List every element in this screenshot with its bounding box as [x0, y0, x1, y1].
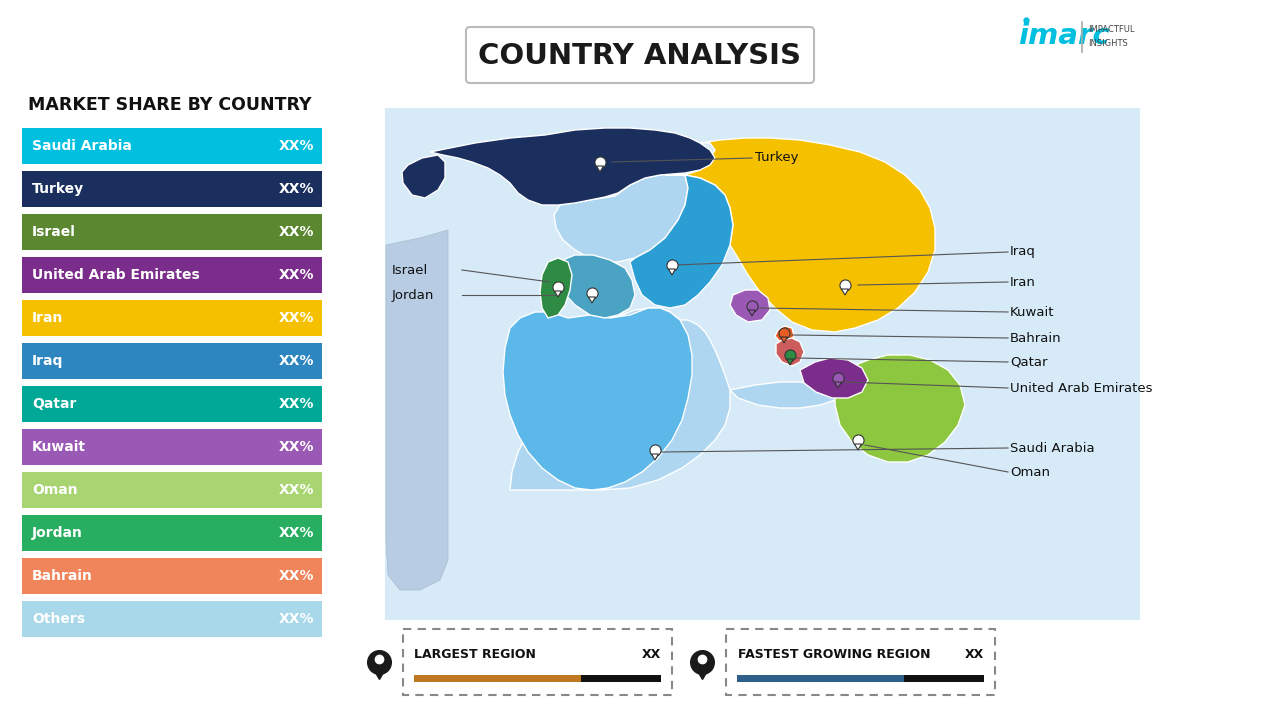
- Polygon shape: [841, 289, 849, 295]
- FancyBboxPatch shape: [22, 171, 323, 207]
- Text: XX: XX: [643, 647, 662, 660]
- Text: XX%: XX%: [279, 397, 314, 411]
- Text: IMPACTFUL: IMPACTFUL: [1088, 25, 1134, 35]
- Polygon shape: [730, 290, 771, 322]
- Polygon shape: [776, 338, 804, 366]
- Bar: [581, 675, 660, 682]
- FancyBboxPatch shape: [22, 300, 323, 336]
- Text: XX%: XX%: [279, 483, 314, 497]
- Text: Turkey: Turkey: [32, 182, 84, 196]
- FancyBboxPatch shape: [385, 108, 1140, 620]
- Polygon shape: [554, 173, 689, 262]
- Text: United Arab Emirates: United Arab Emirates: [1010, 382, 1152, 395]
- Bar: [736, 675, 905, 682]
- Text: Turkey: Turkey: [755, 151, 799, 164]
- Polygon shape: [430, 128, 716, 205]
- FancyBboxPatch shape: [22, 257, 323, 293]
- Polygon shape: [855, 444, 861, 450]
- Bar: [413, 675, 581, 682]
- Text: Bahrain: Bahrain: [32, 569, 93, 583]
- Text: XX%: XX%: [279, 139, 314, 153]
- Polygon shape: [800, 358, 868, 398]
- Text: Bahrain: Bahrain: [1010, 331, 1061, 344]
- Polygon shape: [668, 269, 676, 275]
- FancyBboxPatch shape: [22, 429, 323, 465]
- Polygon shape: [749, 310, 755, 316]
- Text: XX: XX: [965, 647, 984, 660]
- Polygon shape: [685, 138, 934, 332]
- Text: XX%: XX%: [279, 354, 314, 368]
- Text: XX%: XX%: [279, 182, 314, 196]
- Text: Qatar: Qatar: [1010, 356, 1047, 369]
- Text: XX%: XX%: [279, 225, 314, 239]
- Polygon shape: [652, 454, 658, 460]
- Polygon shape: [774, 326, 794, 342]
- Polygon shape: [402, 155, 445, 198]
- FancyBboxPatch shape: [22, 472, 323, 508]
- Polygon shape: [786, 359, 794, 365]
- FancyBboxPatch shape: [22, 386, 323, 422]
- Polygon shape: [503, 308, 692, 490]
- Polygon shape: [835, 382, 841, 388]
- Text: LARGEST REGION: LARGEST REGION: [415, 647, 536, 660]
- Text: Iran: Iran: [1010, 276, 1036, 289]
- Text: Oman: Oman: [32, 483, 78, 497]
- Text: Jordan: Jordan: [392, 289, 434, 302]
- Text: XX%: XX%: [279, 612, 314, 626]
- Text: XX%: XX%: [279, 440, 314, 454]
- Text: Iraq: Iraq: [32, 354, 64, 368]
- Text: FASTEST GROWING REGION: FASTEST GROWING REGION: [737, 647, 931, 660]
- Text: Jordan: Jordan: [32, 526, 83, 540]
- Text: MARKET SHARE BY COUNTRY: MARKET SHARE BY COUNTRY: [28, 96, 311, 114]
- Text: Oman: Oman: [1010, 466, 1050, 479]
- Polygon shape: [509, 308, 730, 490]
- Text: Israel: Israel: [392, 264, 429, 276]
- Text: Others: Others: [32, 612, 84, 626]
- Text: COUNTRY ANALYSIS: COUNTRY ANALYSIS: [479, 42, 801, 70]
- Text: XX%: XX%: [279, 311, 314, 325]
- FancyBboxPatch shape: [22, 515, 323, 551]
- Text: Saudi Arabia: Saudi Arabia: [1010, 441, 1094, 454]
- Text: INSIGHTS: INSIGHTS: [1088, 38, 1128, 48]
- Text: Kuwait: Kuwait: [32, 440, 86, 454]
- Polygon shape: [554, 291, 562, 297]
- Text: Saudi Arabia: Saudi Arabia: [32, 139, 132, 153]
- Polygon shape: [781, 337, 787, 343]
- FancyBboxPatch shape: [22, 343, 323, 379]
- Text: Israel: Israel: [32, 225, 76, 239]
- Text: Qatar: Qatar: [32, 397, 77, 411]
- Polygon shape: [589, 297, 595, 303]
- FancyBboxPatch shape: [402, 629, 672, 695]
- Polygon shape: [730, 382, 835, 408]
- Text: XX%: XX%: [279, 268, 314, 282]
- Text: XX%: XX%: [279, 569, 314, 583]
- Polygon shape: [387, 230, 448, 590]
- Bar: [905, 675, 983, 682]
- Text: XX%: XX%: [279, 526, 314, 540]
- Text: imarc: imarc: [1018, 22, 1110, 50]
- Polygon shape: [540, 258, 572, 318]
- Polygon shape: [630, 175, 733, 308]
- Text: United Arab Emirates: United Arab Emirates: [32, 268, 200, 282]
- Polygon shape: [596, 166, 603, 172]
- FancyBboxPatch shape: [466, 27, 814, 83]
- FancyBboxPatch shape: [726, 629, 995, 695]
- FancyBboxPatch shape: [22, 558, 323, 594]
- Polygon shape: [835, 355, 965, 462]
- Polygon shape: [554, 255, 635, 318]
- FancyBboxPatch shape: [22, 601, 323, 637]
- FancyBboxPatch shape: [22, 128, 323, 164]
- FancyBboxPatch shape: [22, 214, 323, 250]
- Text: Iraq: Iraq: [1010, 246, 1036, 258]
- Text: Iran: Iran: [32, 311, 64, 325]
- Text: Kuwait: Kuwait: [1010, 305, 1055, 318]
